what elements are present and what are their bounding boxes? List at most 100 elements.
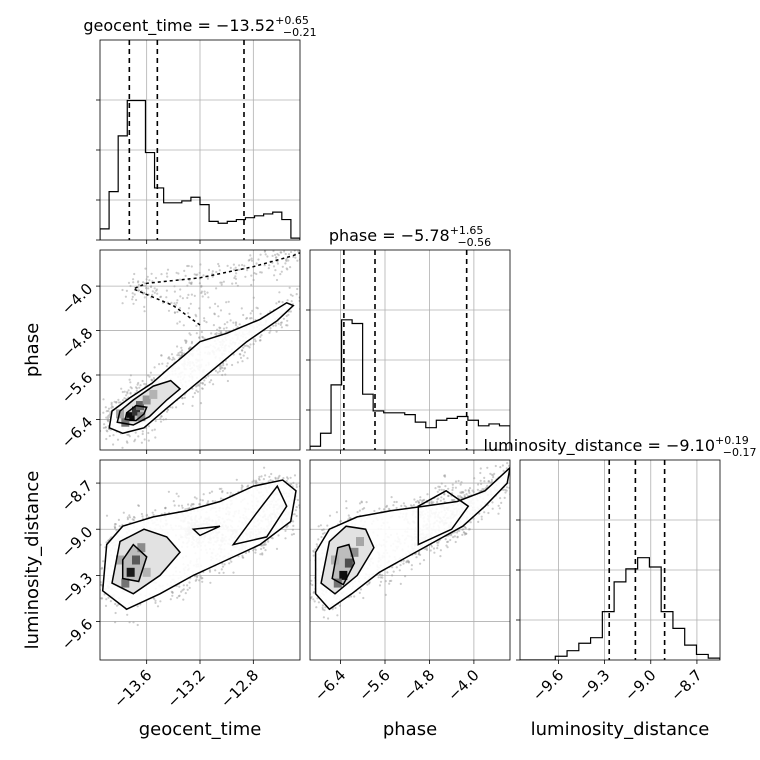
scatter-point — [304, 501, 306, 503]
scatter-point — [483, 480, 486, 483]
scatter-point — [319, 524, 322, 527]
scatter-point — [145, 383, 148, 386]
scatter-point — [469, 521, 472, 524]
scatter-point — [264, 474, 267, 477]
scatter-point — [201, 580, 204, 583]
scatter-point — [221, 369, 225, 372]
scatter-point — [276, 477, 280, 480]
scatter-point — [100, 583, 102, 586]
scatter-point — [177, 495, 180, 498]
scatter-point — [221, 491, 224, 494]
scatter-point — [146, 374, 150, 377]
scatter-point — [497, 512, 500, 515]
scatter-point — [151, 293, 154, 297]
scatter-point — [187, 264, 190, 268]
contour-fill-outer — [315, 467, 510, 610]
scatter-point — [447, 487, 450, 490]
scatter-point — [133, 272, 136, 276]
scatter-point — [277, 322, 280, 325]
scatter-point — [281, 242, 283, 244]
scatter-point — [190, 282, 193, 286]
scatter-point — [216, 371, 219, 374]
scatter-point — [195, 332, 198, 335]
scatter-point — [171, 591, 174, 595]
scatter-point — [286, 268, 289, 271]
scatter-point — [499, 497, 502, 500]
scatter-point — [210, 490, 214, 493]
scatter-point — [506, 462, 509, 465]
scatter-point — [188, 586, 191, 590]
scatter-point — [176, 354, 179, 357]
title-plus: +0.65 — [275, 14, 309, 27]
scatter-point — [150, 379, 154, 382]
scatter-point — [176, 322, 179, 325]
scatter-point — [105, 416, 108, 419]
scatter-point — [164, 506, 167, 510]
scatter-point — [402, 559, 405, 562]
scatter-point — [398, 569, 401, 572]
scatter-point — [334, 606, 337, 610]
scatter-point — [246, 269, 249, 272]
scatter-point — [233, 276, 236, 280]
scatter-point — [171, 594, 174, 597]
scatter-point — [198, 271, 201, 274]
scatter-point — [282, 317, 285, 320]
scatter-point — [492, 474, 495, 477]
scatter-point — [410, 568, 413, 571]
scatter-point — [217, 332, 221, 335]
scatter-point — [308, 546, 310, 548]
scatter-point — [154, 436, 157, 439]
scatter-point — [120, 387, 123, 390]
scatter-point — [312, 554, 315, 557]
scatter-point — [358, 502, 362, 505]
scatter-point — [140, 512, 143, 516]
scatter-point — [121, 446, 124, 449]
scatter-point — [399, 564, 402, 567]
scatter-point — [92, 566, 94, 568]
scatter-point — [274, 253, 277, 256]
scatter-point — [390, 579, 393, 583]
scatter-point — [184, 508, 187, 511]
scatter-point — [252, 278, 255, 282]
scatter-point — [114, 621, 117, 624]
scatter-point — [206, 277, 209, 280]
scatter-point — [159, 420, 163, 423]
scatter-point — [266, 255, 269, 258]
scatter-point — [232, 321, 235, 324]
scatter-point — [439, 549, 442, 552]
scatter-point — [180, 590, 183, 593]
scatter-point — [224, 373, 227, 376]
scatter-point — [126, 518, 129, 521]
scatter-point — [296, 259, 299, 262]
scatter-point — [219, 326, 222, 330]
scatter-point — [127, 389, 130, 392]
scatter-point — [121, 390, 124, 394]
scatter-point — [400, 504, 403, 507]
scatter-point — [486, 484, 489, 487]
scatter-point — [477, 483, 480, 486]
scatter-point — [215, 270, 218, 274]
scatter-point — [203, 319, 206, 322]
y-tick-label: −5.6 — [58, 369, 96, 407]
scatter-point — [502, 488, 505, 491]
scatter-point — [436, 490, 439, 493]
contour-outer — [101, 479, 297, 611]
scatter-point — [487, 511, 490, 515]
scatter-point — [271, 254, 274, 257]
scatter-point — [292, 524, 295, 528]
scatter-point — [151, 429, 154, 432]
scatter-point — [104, 406, 107, 409]
scatter-point — [213, 313, 216, 316]
scatter-point — [430, 545, 433, 548]
scatter-point — [505, 467, 508, 470]
scatter-point — [167, 309, 171, 312]
scatter-point — [425, 548, 429, 552]
scatter-point — [143, 282, 147, 285]
scatter-point — [203, 337, 206, 340]
scatter-point — [419, 562, 422, 565]
scatter-point — [107, 420, 110, 423]
scatter-point — [225, 363, 228, 366]
scatter-point — [123, 397, 126, 400]
panel-title-luminosity_distance: luminosity_distance = −9.10+0.19 −0.17 — [484, 434, 757, 459]
scatter-point — [178, 320, 181, 323]
